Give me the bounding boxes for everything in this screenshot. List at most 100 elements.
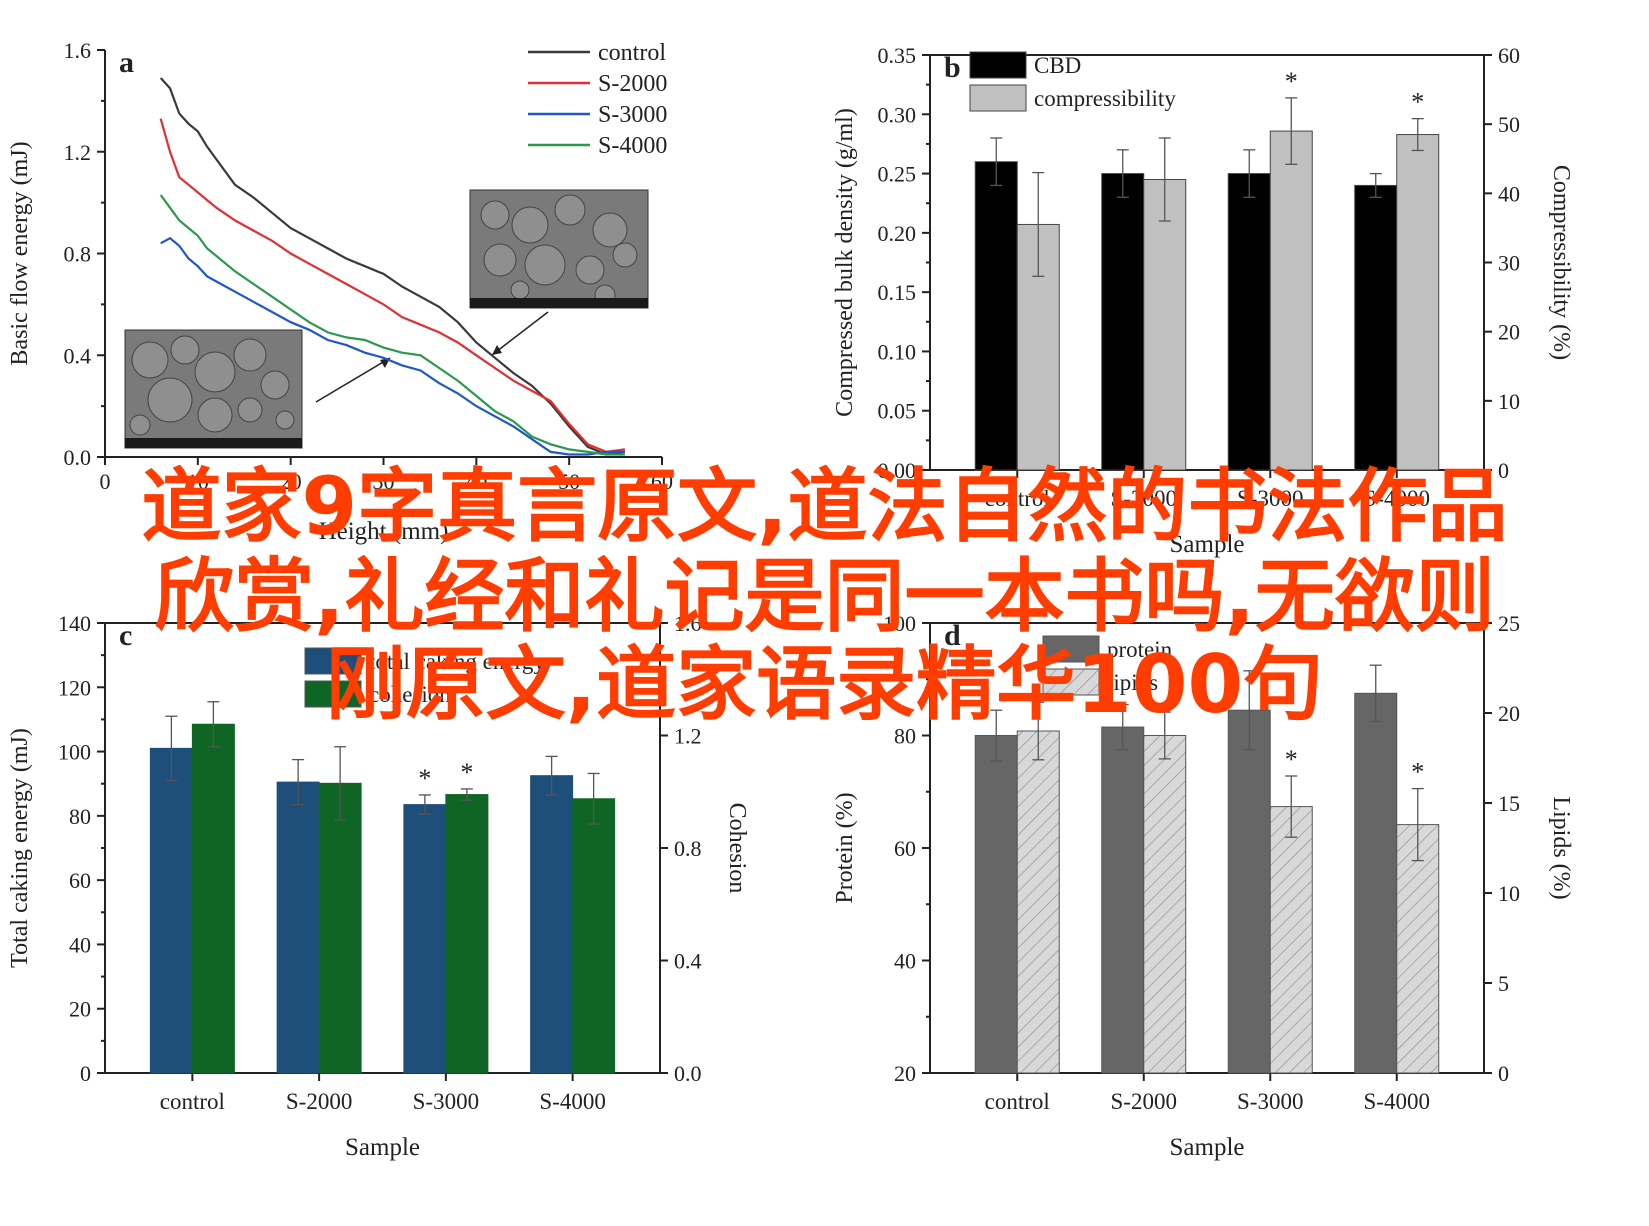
bar-CBD xyxy=(974,161,1018,471)
y2-axis-title: Lipids (%) xyxy=(1548,796,1574,899)
sem-particle xyxy=(480,200,510,230)
y-tick-label: 140 xyxy=(58,611,91,636)
y-tick-label: 1.6 xyxy=(64,38,92,63)
series-line-S-3000 xyxy=(160,236,625,456)
x-axis-title: Sample xyxy=(345,1134,420,1161)
x-tick-label: S-3000 xyxy=(413,1089,479,1114)
y2-tick-label: 10 xyxy=(1498,881,1520,906)
y-axis-title: Protein (%) xyxy=(832,792,858,903)
y2-tick-label: 0.4 xyxy=(674,949,702,974)
sem-particle xyxy=(592,212,628,248)
y-tick-label: 0.15 xyxy=(878,280,917,305)
sem-particle xyxy=(260,370,290,400)
sem-particle xyxy=(131,341,169,379)
y-tick-label: 80 xyxy=(69,804,91,829)
legend-swatch xyxy=(969,51,1027,79)
panel-label: c xyxy=(119,619,132,652)
y2-tick-label: 25 xyxy=(1498,611,1520,636)
sem-particle xyxy=(275,410,295,430)
legend-label: S-4000 xyxy=(598,133,667,159)
y2-tick-label: 1.6 xyxy=(674,611,702,636)
y-tick-label: 0.20 xyxy=(878,221,917,246)
legend-label: S-3000 xyxy=(598,102,667,128)
y-tick-label: 0.10 xyxy=(878,339,917,364)
significance-mark: * xyxy=(460,758,473,787)
bar-lipids xyxy=(1396,824,1440,1074)
y2-tick-label: 0.0 xyxy=(674,1061,702,1086)
bar-total-caking-energy xyxy=(149,747,193,1074)
legend-swatch xyxy=(304,647,362,675)
inset-arrow xyxy=(491,311,549,356)
series-line-S-2000 xyxy=(159,118,626,454)
sem-particle xyxy=(554,194,586,226)
sem-particle xyxy=(510,280,530,300)
banner-line-1: 道家9字真言原文,道法自然的书法作品 xyxy=(141,460,1508,553)
legend-label: control xyxy=(598,40,666,66)
panel-label: b xyxy=(944,51,961,84)
significance-mark: * xyxy=(1411,88,1424,117)
y-tick-label: 100 xyxy=(58,740,91,765)
y-tick-label: 40 xyxy=(69,932,91,957)
bar-protein xyxy=(1101,726,1145,1074)
sem-particle xyxy=(233,338,267,372)
banner-line-3: 刚原文,道家语录精华100句 xyxy=(325,638,1324,731)
x-tick-label: control xyxy=(985,486,1050,511)
series-line-control xyxy=(159,77,626,456)
x-tick-label: 60 xyxy=(651,469,673,494)
y-tick-label: 80 xyxy=(894,724,916,749)
sem-particle xyxy=(511,206,549,244)
bar-lipids xyxy=(1143,735,1187,1074)
sem-particle xyxy=(170,335,200,365)
x-tick-label: 50 xyxy=(558,469,580,494)
legend-label: S-2000 xyxy=(598,71,667,97)
bar-protein xyxy=(1354,692,1398,1074)
significance-mark: * xyxy=(1285,745,1298,774)
y-tick-label: 0.30 xyxy=(878,102,917,127)
sem-particle xyxy=(197,397,233,433)
sem-particle xyxy=(194,351,236,393)
panel-b: 0.00 0.05 0.10 0.15 0.20 0.25 0.30 0.35 0 10 20 30 4… xyxy=(832,43,1574,558)
bar-CBD xyxy=(1101,173,1145,471)
x-axis-title: Sample xyxy=(1170,531,1245,558)
series-line-S-4000 xyxy=(159,194,625,456)
x-tick-label: S-2000 xyxy=(1111,486,1177,511)
sem-particle xyxy=(237,397,263,423)
y-tick-label: 0 xyxy=(80,1061,91,1086)
y2-axis-title: Cohesion xyxy=(724,803,750,894)
y2-tick-label: 30 xyxy=(1498,251,1520,276)
y-axis-title: Basic flow energy (mJ) xyxy=(7,141,33,365)
y-tick-label: 0.8 xyxy=(64,242,92,267)
bar-CBD xyxy=(1354,184,1398,471)
sem-micrograph-inset-right xyxy=(469,189,649,309)
x-tick-label: 10 xyxy=(187,469,209,494)
x-tick-label: 40 xyxy=(465,469,487,494)
bar-compressibility xyxy=(1143,179,1187,471)
y2-tick-label: 20 xyxy=(1498,320,1520,345)
y-axis-title: Total caking energy (mJ) xyxy=(7,728,33,968)
y-tick-label: 0.25 xyxy=(878,162,917,187)
inset-arrow xyxy=(315,357,391,403)
panel-a: 0.0 0.4 0.8 1.2 1.6 Basic flow energy (mJ) Hei… xyxy=(7,38,673,545)
x-axis-title: Sample xyxy=(1170,1134,1245,1161)
y-tick-label: 60 xyxy=(894,836,916,861)
x-tick-label: control xyxy=(985,1089,1050,1114)
x-tick-label: S-4000 xyxy=(539,1089,605,1114)
y2-tick-label: 20 xyxy=(1498,701,1520,726)
legend-label: cohesion xyxy=(369,682,451,707)
legend-label: compressibility xyxy=(1034,86,1176,111)
arrow-head xyxy=(492,345,502,355)
x-tick-label: S-3000 xyxy=(1237,486,1303,511)
significance-mark: * xyxy=(1285,67,1298,96)
legend-label: protein xyxy=(1107,637,1173,662)
significance-mark: * xyxy=(1411,758,1424,787)
x-tick-label: control xyxy=(160,1089,225,1114)
sem-scale-bar xyxy=(125,438,302,448)
y-tick-label: 0.0 xyxy=(64,445,92,470)
sem-particle xyxy=(483,243,517,277)
panel-d: 20 40 60 80 100 0 5 10 15 20 25 Protein (%) Lipids (… xyxy=(832,611,1574,1161)
legend-swatch xyxy=(1042,668,1100,696)
x-tick-label: S-2000 xyxy=(286,1089,352,1114)
y2-tick-label: 0 xyxy=(1498,458,1509,483)
significance-mark: * xyxy=(418,764,431,793)
